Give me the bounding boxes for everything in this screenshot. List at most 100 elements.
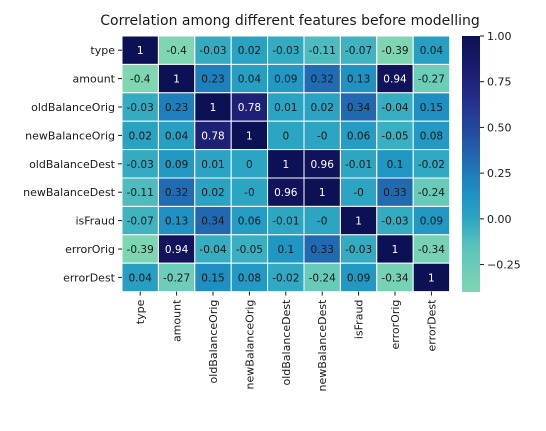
- column-label: oldBalanceOrig: [207, 300, 220, 384]
- cell-value-label: -0.01: [272, 216, 299, 228]
- heatmap-cell: [230, 92, 269, 122]
- heatmap-cell: [194, 234, 232, 264]
- cell-value-label: 0.02: [311, 102, 334, 114]
- row-label: newBalanceOrig: [25, 129, 115, 142]
- row-labels: type amount oldBalanceOrig newBalanceOrig ol…: [23, 44, 122, 284]
- cell-value-label: -0.4: [166, 45, 187, 57]
- cell-value-label: 0.08: [238, 272, 261, 284]
- cell-value-label: 1: [246, 130, 253, 142]
- heatmap-cell: [339, 205, 378, 236]
- cell-value-label: -0.02: [418, 159, 445, 171]
- cell-value-label: 0.04: [165, 130, 189, 142]
- cell-value-label: -0.03: [345, 244, 372, 256]
- colorbar: −0.25 0.00 0.25 0.50 0.75 1.00: [462, 30, 521, 292]
- cell-value-label: 0.01: [201, 159, 224, 171]
- cell-value-label: -0.27: [418, 74, 445, 86]
- cell-value-label: 0.78: [238, 102, 261, 114]
- cell-value-label: 0: [282, 130, 289, 142]
- heatmap-cell: [121, 262, 159, 293]
- cell-value-label: 0.09: [420, 216, 443, 228]
- heatmap-cell: [230, 120, 269, 151]
- cell-value-label: 0.94: [383, 74, 407, 86]
- row-label: type: [90, 44, 115, 57]
- cell-value-label: -0.05: [236, 244, 263, 256]
- heatmap-cell: [230, 177, 269, 207]
- cell-value-label: 0.02: [129, 130, 152, 142]
- cell-value-label: 1: [319, 187, 326, 199]
- cell-value-label: 0.34: [201, 216, 225, 228]
- heatmap-cell: [339, 63, 378, 94]
- cell-value-label: 0.32: [311, 74, 334, 86]
- cell-value-label: -0.11: [309, 45, 336, 57]
- heatmap-cell: [412, 262, 451, 293]
- cell-value-label: -0.04: [381, 102, 408, 114]
- heatmap-cell: [121, 177, 159, 207]
- cell-value-label: 0.1: [277, 244, 294, 256]
- colorbar-tick-label: 1.00: [487, 30, 512, 43]
- heatmap-cell: [157, 92, 196, 122]
- row-label: errorDest: [63, 271, 116, 284]
- cell-value-label: -0.01: [345, 159, 372, 171]
- cell-value-label: 0.32: [165, 187, 188, 199]
- cell-value-label: 0.06: [347, 130, 371, 142]
- heatmap-cell: [230, 234, 269, 264]
- cell-value-label: -0.03: [127, 102, 154, 114]
- colorbar-tick-label: 0.25: [487, 167, 512, 180]
- cell-value-label: 0.33: [383, 187, 406, 199]
- cell-value-label: 0.23: [201, 74, 224, 86]
- column-labels: type amount oldBalanceOrig newBalanceOrig ol…: [134, 291, 438, 392]
- cell-value-label: 0.94: [165, 244, 189, 256]
- heatmap-cells: [121, 35, 451, 293]
- heatmap-cell: [267, 262, 305, 293]
- cell-value-label: -0.24: [309, 272, 336, 284]
- heatmap-cell: [339, 262, 378, 293]
- row-label: isFraud: [75, 215, 115, 228]
- column-label: amount: [171, 299, 184, 342]
- chart-title: Correlation among different features bef…: [100, 13, 479, 29]
- cell-value-label: -0.24: [418, 187, 445, 199]
- column-label: errorDest: [425, 299, 438, 352]
- cell-value-label: -0.39: [381, 45, 408, 57]
- cell-value-label: -0.34: [418, 244, 445, 256]
- cell-value-label: -0.03: [199, 45, 226, 57]
- cell-value-label: 0.34: [347, 102, 371, 114]
- cell-value-label: -0: [244, 187, 254, 199]
- heatmap-cell: [267, 63, 305, 94]
- heatmap-cell: [412, 63, 451, 94]
- heatmap-cell: [303, 234, 341, 264]
- column-label: isFraud: [353, 300, 366, 340]
- cell-value-label: -0.03: [381, 216, 408, 228]
- cell-value-label: 0.13: [347, 74, 370, 86]
- row-label: newBalanceDest: [23, 186, 116, 199]
- cell-value-label: 0.09: [274, 74, 297, 86]
- heatmap-cell: [376, 63, 414, 94]
- cell-value-label: 0.01: [274, 102, 297, 114]
- cell-value-label: 0.96: [311, 159, 335, 171]
- column-label: newBalanceDest: [316, 299, 329, 392]
- heatmap-cell: [412, 120, 451, 151]
- cell-value-label: 0.33: [311, 244, 334, 256]
- heatmap-cell: [412, 149, 451, 179]
- cell-value-label: 0.04: [129, 272, 153, 284]
- cell-value-label: -0.11: [127, 187, 154, 199]
- cell-value-label: -0.05: [381, 130, 408, 142]
- heatmap-cell: [303, 35, 341, 65]
- cell-value-label: 1: [173, 74, 180, 86]
- colorbar-gradient: [462, 36, 480, 292]
- heatmap-cell: [267, 234, 305, 264]
- heatmap-cell: [121, 234, 159, 264]
- colorbar-tick-label: 0.00: [487, 213, 512, 226]
- heatmap-cell: [412, 177, 451, 207]
- heatmap-cell: [376, 35, 414, 65]
- cell-value-label: -0.27: [163, 272, 190, 284]
- cell-value-label: 0.09: [347, 272, 370, 284]
- heatmap-cell: [194, 92, 232, 122]
- heatmap-annotations: 1 -0.4 -0.03 0.02 -0.03 -0.11 -0.07 -0.39 0.04 -0…: [127, 45, 446, 284]
- cell-value-label: 0.23: [165, 102, 188, 114]
- heatmap-cell: [267, 92, 305, 122]
- cell-value-label: 0.09: [165, 159, 188, 171]
- cell-value-label: -0.03: [127, 159, 154, 171]
- row-label: errorOrig: [65, 243, 115, 256]
- cell-value-label: 1: [428, 272, 435, 284]
- heatmap-cell: [157, 35, 196, 65]
